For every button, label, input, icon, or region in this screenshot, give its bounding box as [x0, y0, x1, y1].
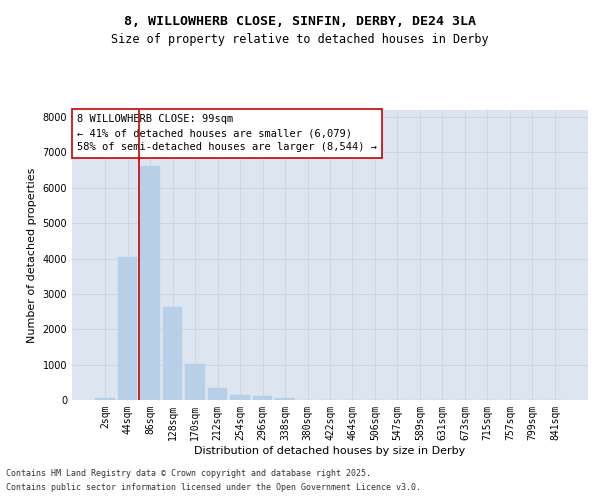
Y-axis label: Number of detached properties: Number of detached properties: [27, 168, 37, 342]
Bar: [185, 364, 205, 400]
Text: Contains HM Land Registry data © Crown copyright and database right 2025.: Contains HM Land Registry data © Crown c…: [6, 468, 371, 477]
Bar: [118, 257, 137, 400]
Bar: [140, 166, 160, 400]
Text: Contains public sector information licensed under the Open Government Licence v3: Contains public sector information licen…: [6, 484, 421, 492]
Text: 8 WILLOWHERB CLOSE: 99sqm
← 41% of detached houses are smaller (6,079)
58% of se: 8 WILLOWHERB CLOSE: 99sqm ← 41% of detac…: [77, 114, 377, 152]
Text: 8, WILLOWHERB CLOSE, SINFIN, DERBY, DE24 3LA: 8, WILLOWHERB CLOSE, SINFIN, DERBY, DE24…: [124, 15, 476, 28]
Text: Size of property relative to detached houses in Derby: Size of property relative to detached ho…: [111, 32, 489, 46]
Bar: [275, 398, 295, 400]
Bar: [95, 398, 115, 400]
Bar: [163, 306, 182, 400]
Bar: [230, 395, 250, 400]
X-axis label: Distribution of detached houses by size in Derby: Distribution of detached houses by size …: [194, 446, 466, 456]
Bar: [208, 388, 227, 400]
Bar: [253, 396, 272, 400]
